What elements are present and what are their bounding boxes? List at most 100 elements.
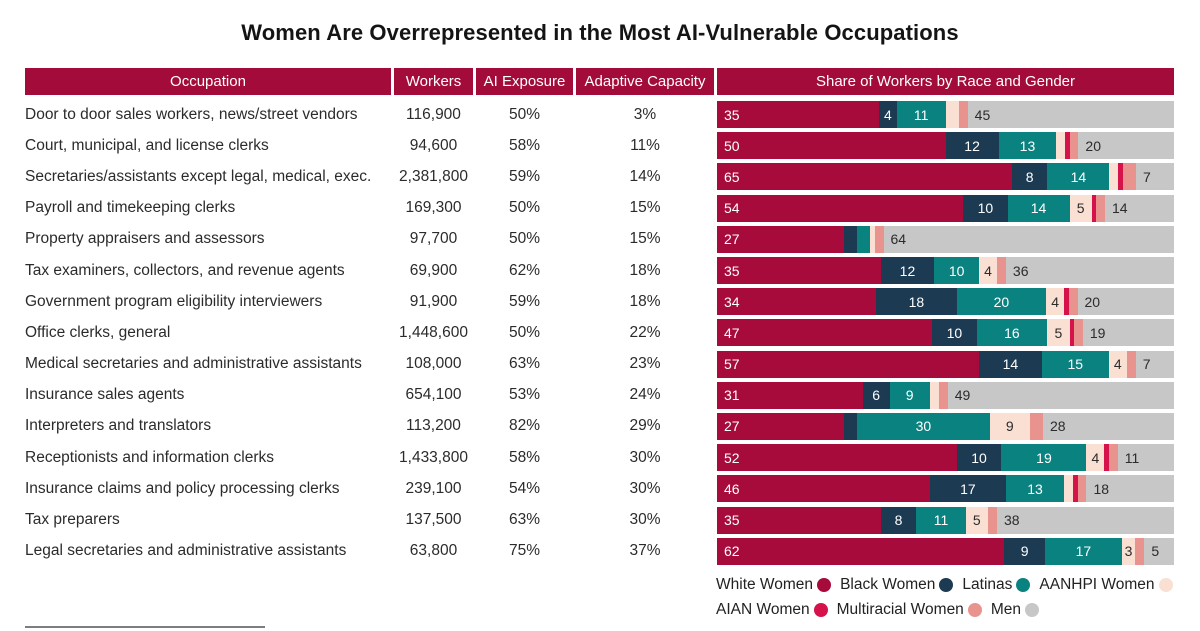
adaptive-capacity-cell: 3% [633, 105, 657, 123]
bar-segment-aanhpi-women [945, 101, 959, 129]
workers-cell: 169,300 [405, 199, 462, 217]
legend-label: Latinas [962, 575, 1013, 593]
bar-segment-aanhpi-women: 4 [979, 257, 997, 285]
chart-legend: White Women Black Women Latinas AANHPI W… [716, 572, 1184, 622]
header-adaptive-capacity: Adaptive Capacity [576, 68, 714, 95]
workers-cell: 654,100 [405, 386, 462, 404]
occupation-cell: Tax preparers [25, 511, 120, 529]
share-bar: 27 30 9 28 [717, 412, 1175, 440]
legend-dot [1016, 577, 1031, 592]
table-row: Court, municipal, and license clerks 94,… [25, 130, 1174, 161]
bar-segment-black-women: 9 [1004, 537, 1045, 565]
adaptive-capacity-cell: 30% [629, 448, 661, 466]
bar-segment-latinas: 15 [1041, 350, 1109, 378]
bar-segment-aian-women [1065, 132, 1070, 160]
bar-segment-white-women: 50 [717, 132, 946, 160]
bar-segment-label: 4 [1091, 449, 1100, 466]
bar-segment-label: 7 [1143, 168, 1151, 185]
header-ai-exposure: AI Exposure [476, 68, 573, 95]
workers-cell: 116,900 [406, 105, 461, 123]
bar-segment-label: 10 [971, 449, 987, 466]
bar-segment-latinas: 30 [856, 412, 990, 440]
bar-segment-latinas [856, 225, 871, 253]
bar-segment-white-women: 35 [717, 506, 881, 534]
bar-segment-label: 17 [960, 480, 976, 497]
workers-cell: 137,500 [405, 511, 462, 529]
bar-segment-white-women: 34 [717, 288, 877, 316]
workers-cell: 91,900 [409, 292, 458, 310]
bar-segment-label: 50 [724, 137, 740, 154]
bar-segment-latinas: 13 [998, 132, 1057, 160]
bar-segment-men: 7 [1136, 163, 1175, 191]
bar-segment-white-women: 54 [717, 194, 964, 222]
table-row: Property appraisers and assessors 97,700… [25, 224, 1175, 255]
ai-exposure-cell: 59% [508, 292, 541, 310]
table-body: Door to door sales workers, news/street … [25, 99, 1175, 567]
bar-segment-label: 4 [1051, 293, 1060, 310]
share-bar: 34 18 20 4 20 [717, 288, 1175, 316]
header-occupation: Occupation [25, 68, 391, 95]
bar-segment-label: 62 [724, 543, 740, 560]
legend-item: AANHPI Women [1039, 576, 1173, 594]
table-row: Insurance sales agents 654,100 53% 24% 3… [25, 380, 1174, 411]
share-bar: 50 12 13 20 [717, 132, 1174, 160]
bar-segment-aian-women [1073, 475, 1078, 503]
bar-segment-label: 9 [1005, 418, 1014, 435]
bar-segment-aanhpi-women [929, 381, 939, 409]
bar-segment-men: 20 [1078, 132, 1174, 160]
bar-segment-label: 64 [890, 231, 907, 248]
bar-segment-label: 57 [724, 356, 740, 373]
bar-segment-label: 31 [724, 387, 740, 404]
occupation-cell: Payroll and timekeeping clerks [25, 199, 236, 217]
bar-segment-label: 30 [915, 418, 932, 435]
adaptive-capacity-cell: 30% [629, 511, 661, 529]
table-row: Office clerks, general 1,448,600 50% 22%… [25, 317, 1174, 348]
adaptive-capacity-cell: 29% [629, 417, 661, 435]
share-bar: 35 8 11 5 38 [717, 506, 1174, 534]
bar-segment-men: 14 [1104, 194, 1174, 222]
bar-segment-latinas: 17 [1044, 537, 1122, 565]
workers-cell: 69,900 [409, 261, 458, 279]
table-row: Medical secretaries and administrative a… [25, 349, 1175, 380]
legend-dot [1158, 577, 1173, 592]
bar-segment-aanhpi-women [1064, 475, 1074, 503]
adaptive-capacity-cell: 18% [629, 292, 661, 310]
adaptive-capacity-cell: 14% [629, 167, 661, 185]
bar-segment-white-women: 35 [717, 257, 881, 285]
bar-segment-black-women: 12 [945, 132, 999, 160]
bar-segment-label: 46 [724, 480, 740, 497]
bar-segment-aanhpi-women: 4 [1086, 444, 1105, 472]
adaptive-capacity-cell: 18% [629, 261, 661, 279]
table-row: Legal secretaries and administrative ass… [25, 536, 1175, 567]
bar-segment-label: 18 [1093, 480, 1110, 497]
bar-segment-latinas: 14 [1047, 163, 1110, 191]
bar-segment-label: 4 [1113, 356, 1122, 373]
bar-segment-label: 4 [884, 106, 892, 123]
legend-item: Latinas [962, 575, 1031, 594]
bar-segment-label: 8 [1025, 168, 1034, 185]
bar-segment-men: 38 [996, 506, 1174, 534]
bar-segment-white-women: 52 [717, 444, 957, 472]
legend-label: Multiracial Women [836, 600, 964, 618]
bar-segment-aian-women [1069, 319, 1074, 347]
ai-exposure-cell: 58% [508, 136, 541, 154]
bar-segment-label: 10 [948, 262, 965, 279]
legend-label: Black Women [840, 575, 936, 593]
legend-dot [1024, 602, 1039, 617]
bar-segment-latinas: 10 [934, 257, 980, 285]
bar-segment-aian-women [1104, 444, 1109, 472]
share-bar: 27 64 [717, 225, 1175, 253]
legend-label: Men [990, 600, 1021, 618]
bar-segment-white-women: 27 [717, 225, 844, 253]
bar-segment-label: 20 [993, 293, 1010, 310]
bar-segment-label: 35 [724, 512, 740, 529]
bar-segment-label: 34 [724, 293, 740, 310]
ai-exposure-cell: 50% [508, 199, 541, 217]
workers-cell: 1,433,800 [399, 448, 468, 466]
ai-exposure-cell: 50% [508, 323, 541, 341]
ai-exposure-cell: 63% [508, 355, 541, 373]
bar-segment-men: 18 [1086, 475, 1175, 503]
bar-segment-label: 9 [905, 387, 914, 404]
bar-segment-latinas: 14 [1007, 194, 1070, 222]
occupation-cell: Tax examiners, collectors, and revenue a… [25, 261, 345, 279]
